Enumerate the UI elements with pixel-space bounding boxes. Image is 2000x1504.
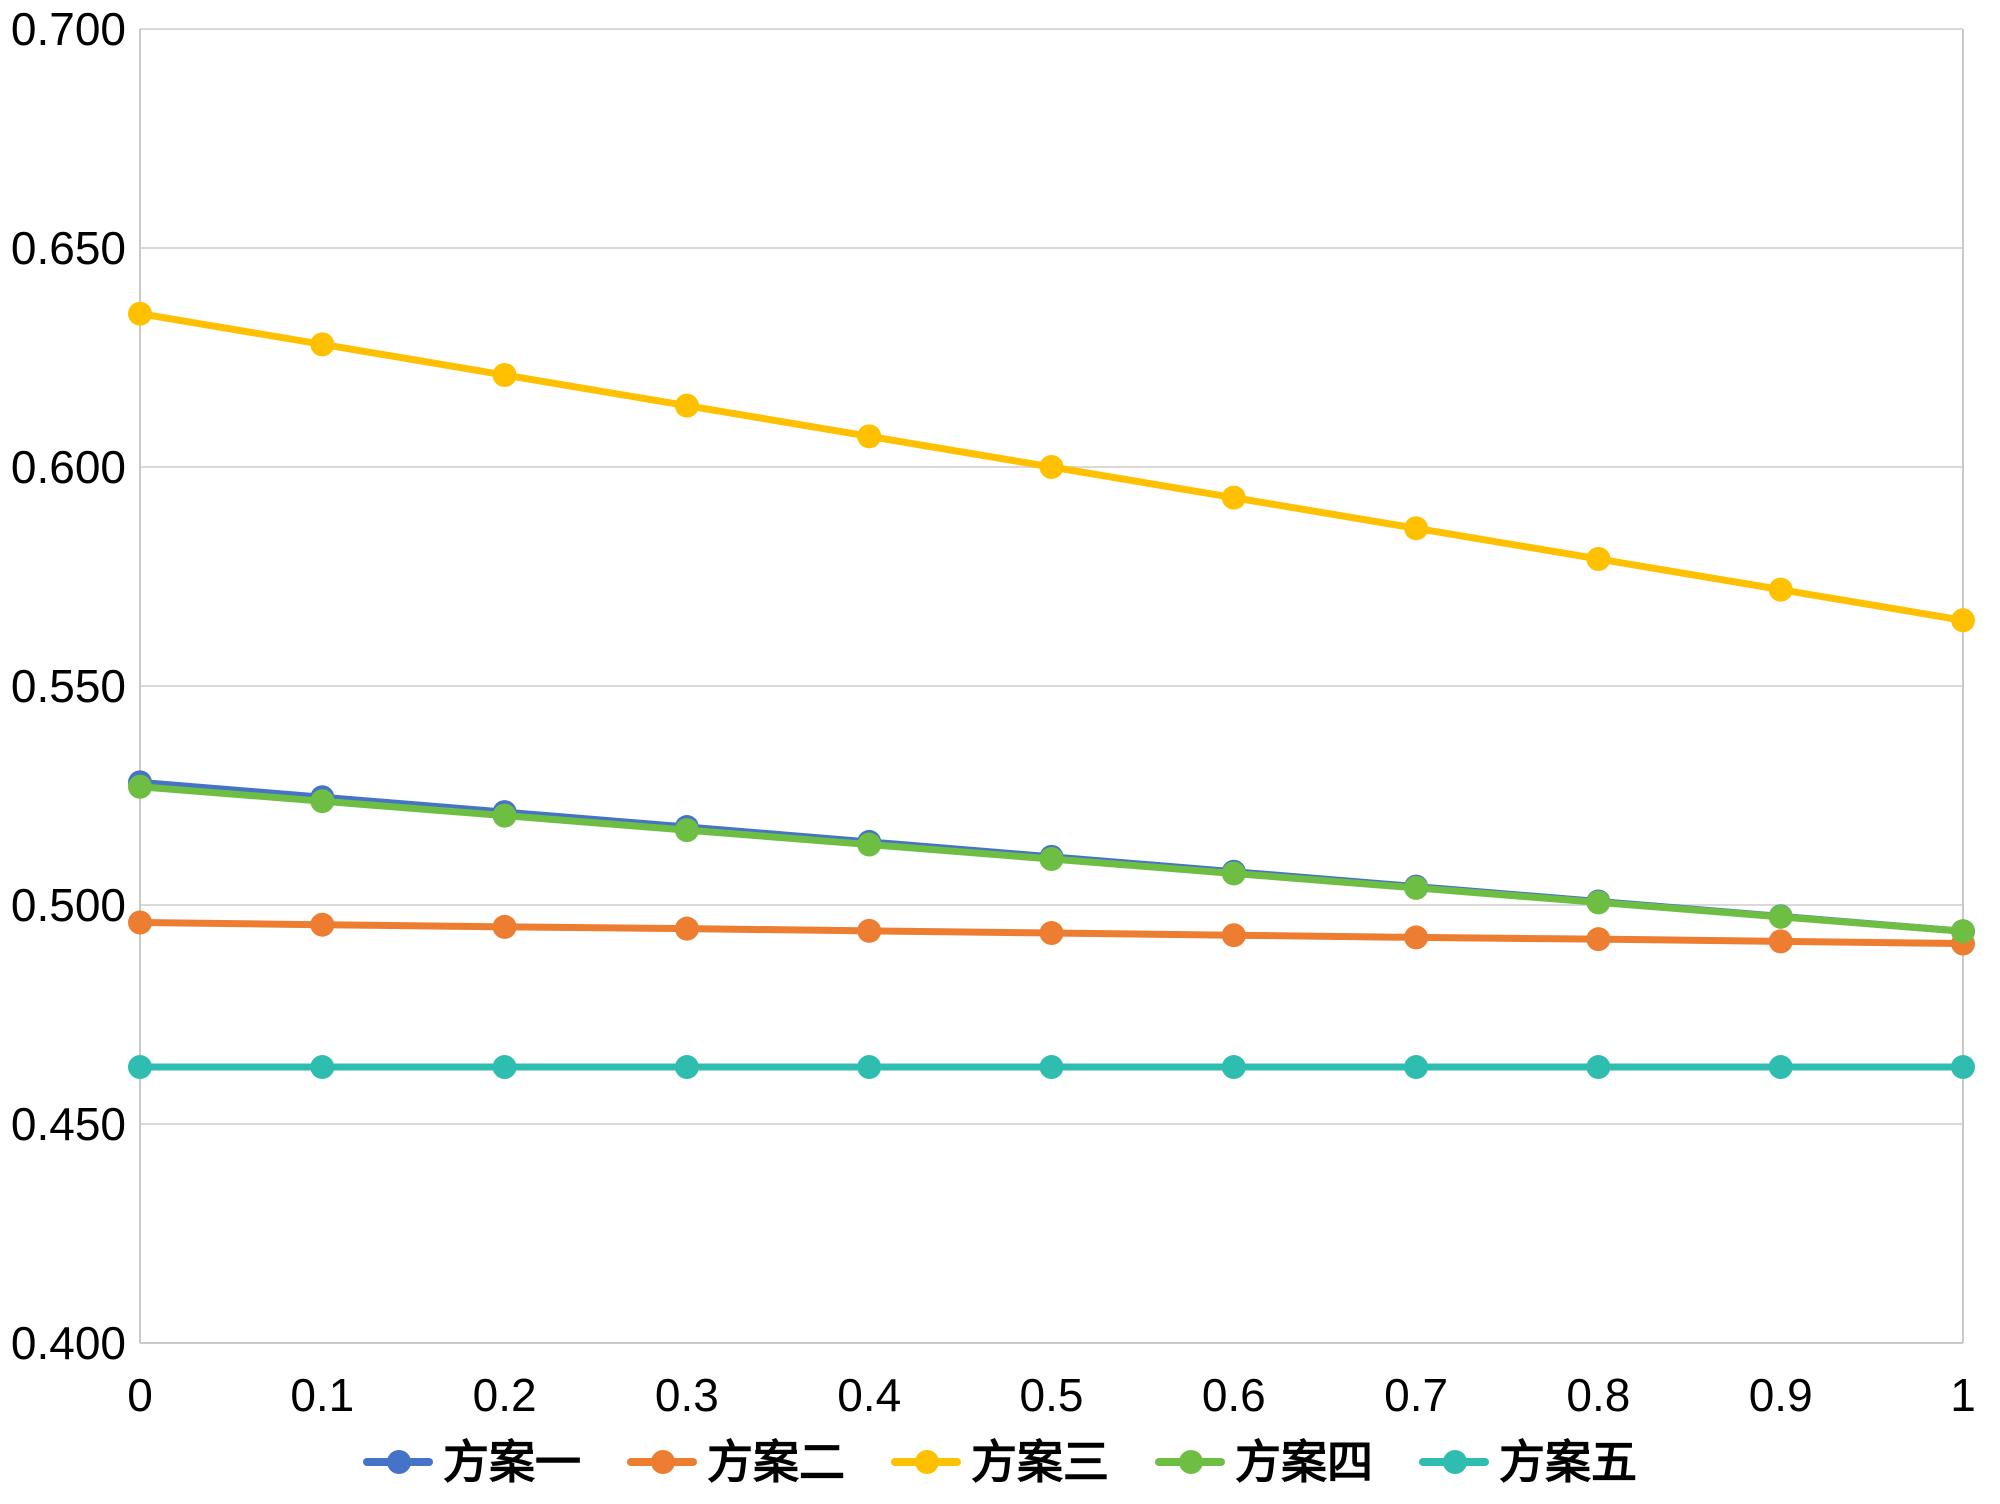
legend-label: 方案四 (1235, 1436, 1373, 1488)
series-point-3 (492, 363, 517, 388)
x-axis-tick-label: 1 (1950, 1369, 1976, 1421)
legend-item: 方案二 (627, 1439, 845, 1485)
x-axis-tick-label: 0.6 (1202, 1369, 1266, 1421)
series-point-2 (857, 918, 882, 943)
series-point-5 (1951, 1055, 1975, 1080)
legend-item: 方案三 (891, 1439, 1109, 1485)
series-point-2 (310, 912, 335, 937)
series-point-5 (128, 1055, 152, 1080)
legend-label: 方案一 (443, 1436, 581, 1488)
series-point-4 (1221, 861, 1246, 886)
legend-label: 方案二 (707, 1436, 845, 1488)
series-point-2 (1768, 929, 1793, 954)
series-point-4 (128, 774, 152, 799)
legend-label: 方案三 (971, 1436, 1109, 1488)
x-axis-tick-label: 0.2 (473, 1369, 537, 1421)
series-point-5 (1404, 1055, 1429, 1080)
series-point-4 (1404, 875, 1429, 900)
y-axis-tick-label: 0.650 (11, 222, 126, 274)
series-point-3 (1039, 455, 1064, 479)
series-point-4 (674, 818, 699, 843)
series-point-4 (310, 789, 335, 814)
series-point-4 (492, 803, 517, 828)
series-point-5 (492, 1055, 517, 1080)
series-point-2 (1221, 923, 1246, 948)
series-point-5 (1039, 1055, 1064, 1080)
series-point-5 (1768, 1055, 1793, 1080)
series-point-3 (1221, 485, 1246, 510)
series-point-5 (310, 1055, 335, 1080)
series-point-2 (1039, 921, 1064, 946)
series-point-3 (1768, 577, 1793, 602)
series-point-3 (1951, 608, 1975, 633)
series-point-5 (674, 1055, 699, 1080)
series-point-5 (857, 1055, 882, 1080)
y-axis-tick-label: 0.600 (11, 441, 126, 493)
series-point-3 (310, 332, 335, 357)
series-point-4 (1039, 847, 1064, 872)
series-point-4 (1951, 919, 1975, 944)
series-point-5 (1221, 1055, 1246, 1080)
series-point-3 (1586, 546, 1611, 571)
legend-item: 方案一 (363, 1439, 581, 1485)
y-axis-tick-label: 0.700 (11, 3, 126, 55)
x-axis-tick-label: 0.8 (1566, 1369, 1630, 1421)
legend-item: 方案五 (1419, 1439, 1637, 1485)
legend-line-marker-icon (1419, 1449, 1489, 1475)
x-axis-tick-label: 0.7 (1384, 1369, 1448, 1421)
x-axis-tick-label: 0 (127, 1369, 153, 1421)
legend: 方案一 方案二 方案三 方案四 方案五 (0, 1424, 2000, 1500)
series-point-4 (857, 832, 882, 857)
legend-label: 方案五 (1499, 1436, 1637, 1488)
y-axis-tick-label: 0.500 (11, 879, 126, 931)
legend-line-marker-icon (363, 1449, 433, 1475)
series-point-3 (674, 393, 699, 418)
series-point-2 (1404, 925, 1429, 950)
legend-line-marker-icon (891, 1449, 961, 1475)
legend-line-marker-icon (627, 1449, 697, 1475)
series-point-2 (1586, 927, 1611, 952)
series-point-3 (128, 301, 152, 326)
series-point-4 (1586, 890, 1611, 915)
series-point-3 (1404, 516, 1429, 541)
series-point-5 (1586, 1055, 1611, 1080)
x-axis-tick-label: 0.5 (1020, 1369, 1084, 1421)
x-axis-tick-label: 0.9 (1749, 1369, 1813, 1421)
x-axis-tick-label: 0.4 (837, 1369, 901, 1421)
legend-item: 方案四 (1155, 1439, 1373, 1485)
y-axis-tick-label: 0.450 (11, 1098, 126, 1150)
y-axis-tick-label: 0.400 (11, 1317, 126, 1369)
series-point-2 (492, 914, 517, 939)
series-point-4 (1768, 904, 1793, 929)
legend-line-marker-icon (1155, 1449, 1225, 1475)
series-point-2 (128, 910, 152, 935)
series-point-3 (857, 424, 882, 449)
y-axis-tick-label: 0.550 (11, 660, 126, 712)
x-axis-tick-label: 0.1 (290, 1369, 354, 1421)
series-point-2 (674, 916, 699, 941)
x-axis-tick-label: 0.3 (655, 1369, 719, 1421)
